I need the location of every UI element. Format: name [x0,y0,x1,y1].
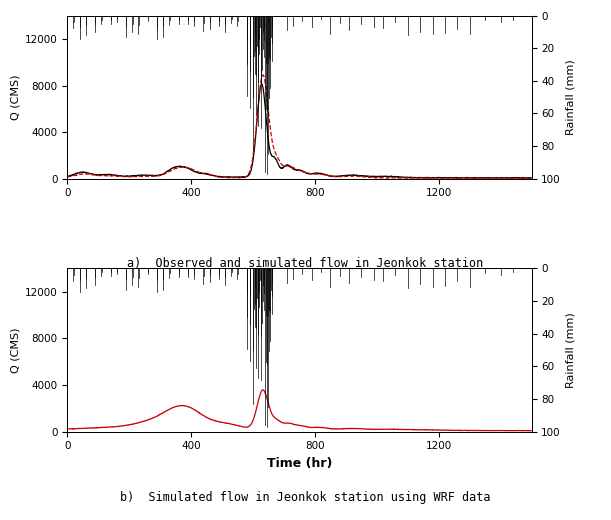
Y-axis label: Rainfall (mm): Rainfall (mm) [565,59,575,135]
Y-axis label: Q (CMS): Q (CMS) [10,74,21,120]
Y-axis label: Q (CMS): Q (CMS) [10,327,21,373]
Y-axis label: Rainfall (mm): Rainfall (mm) [565,312,575,388]
Text: b)  Simulated flow in Jeonkok station using WRF data: b) Simulated flow in Jeonkok station usi… [120,491,491,504]
X-axis label: Time (hr): Time (hr) [267,457,332,470]
Text: a)  Observed and simulated flow in Jeonkok station: a) Observed and simulated flow in Jeonko… [127,257,484,270]
